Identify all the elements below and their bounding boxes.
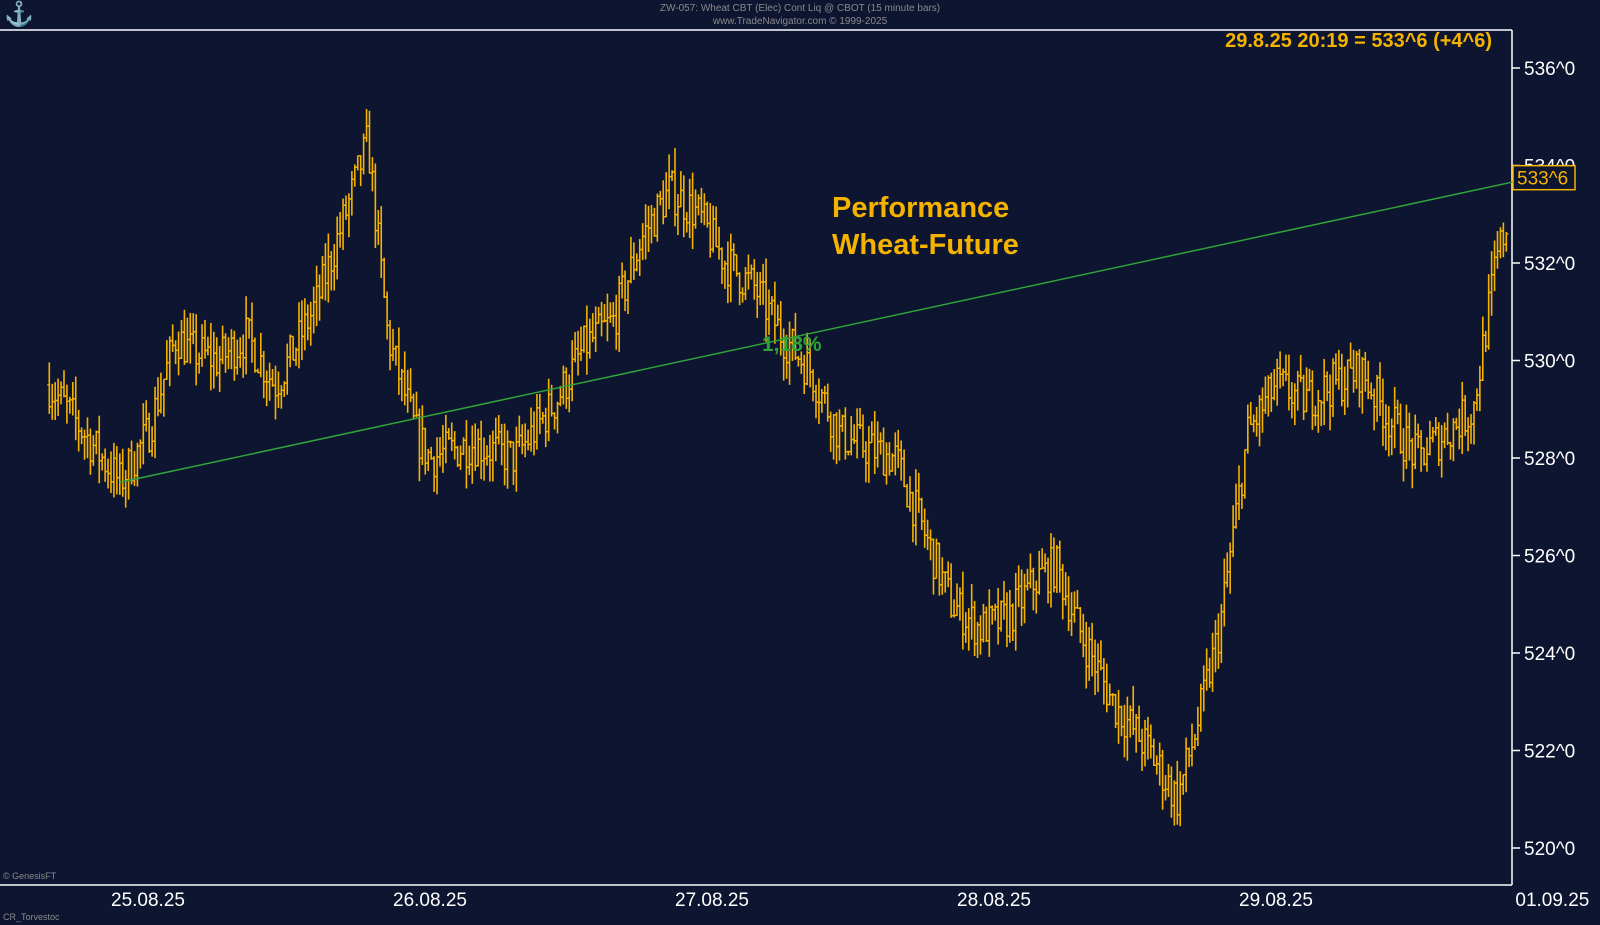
y-axis: 520^0522^0524^0526^0528^0530^0532^0534^0… xyxy=(1512,59,1576,860)
chart-frame xyxy=(0,29,1513,886)
trendline-segment xyxy=(119,176,1533,484)
last-price-box xyxy=(1512,164,1576,191)
y-tick-label: 524^0 xyxy=(1524,644,1575,665)
anchor-icon: ⚓ xyxy=(4,1,34,28)
annotation-line2: Wheat-Future xyxy=(832,229,1019,261)
x-tick-label: 26.08.25 xyxy=(393,890,467,911)
y-tick-label: 528^0 xyxy=(1524,449,1575,470)
trendline xyxy=(119,176,1533,484)
performance-annotation: Performance Wheat-Future xyxy=(832,190,1019,264)
chart-header-title: ZW-057: Wheat CBT (Elec) Cont Liq @ CBOT… xyxy=(659,3,941,14)
ohlc-bars xyxy=(47,109,1509,827)
x-tick-label: 29.08.25 xyxy=(1239,890,1313,911)
y-tick-label: 526^0 xyxy=(1524,547,1575,568)
performance-change: 1,18% xyxy=(762,333,822,356)
y-tick-label: 536^0 xyxy=(1524,59,1575,80)
chart-header-copyright: www.TradeNavigator.com © 1999-2025 xyxy=(712,16,888,27)
y-tick-label: 530^0 xyxy=(1524,352,1575,373)
y-tick-label: 532^0 xyxy=(1524,254,1575,275)
last-quote-label: 29.8.25 20:19 = 533^6 (+4^6) xyxy=(1225,30,1492,52)
y-tick-label: 520^0 xyxy=(1524,839,1575,860)
last-price-label: 533^6 xyxy=(1517,169,1568,190)
x-tick-label: 25.08.25 xyxy=(111,890,185,911)
x-tick-label: 28.08.25 xyxy=(957,890,1031,911)
y-tick-label: 522^0 xyxy=(1524,742,1575,763)
x-tick-label: 01.09.25 xyxy=(1515,890,1589,911)
x-axis: 25.08.25 26.08.25 27.08.25 28.08.25 29.08.25… xyxy=(111,890,1589,911)
footer-credit: © GenesisFT xyxy=(3,871,57,881)
footer-watermark: CR_Torvestoc xyxy=(3,912,60,922)
x-tick-label: 27.08.25 xyxy=(675,890,749,911)
annotation-line1: Performance xyxy=(832,192,1010,224)
